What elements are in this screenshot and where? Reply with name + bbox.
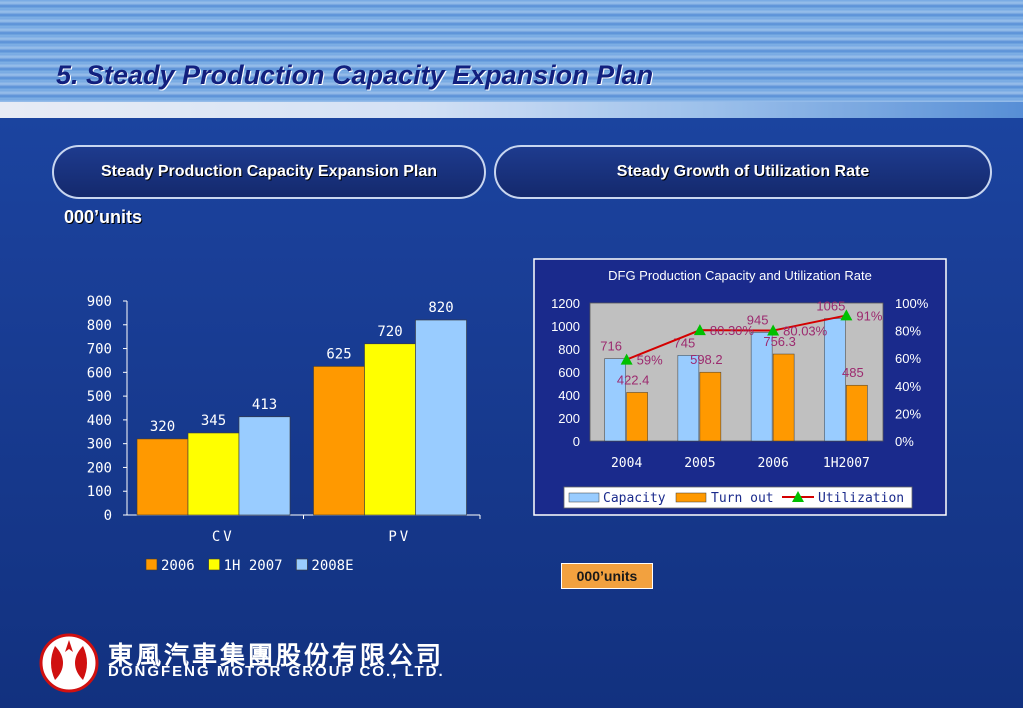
chart2-y-right-tick-label: 0% — [895, 434, 914, 449]
chart1-bar-1h-2007 — [364, 343, 416, 516]
chart2-utilization-label: 91% — [856, 308, 882, 323]
chart2-y-left-tick-label: 1200 — [551, 296, 580, 311]
chart2-bar-turnout — [772, 353, 795, 442]
chart2-legend-swatch-turnout — [675, 492, 707, 503]
chart2-y-right-tick-label: 100% — [895, 296, 929, 311]
chart1-data-label: 720 — [377, 324, 402, 340]
chart1-data-label: 820 — [428, 300, 453, 316]
left-section-header: Steady Production Capacity Expansion Pla… — [52, 145, 486, 199]
company-name-english: DONGFENG MOTOR GROUP CO., LTD. — [108, 663, 445, 680]
chart2-y-left-tick-label: 600 — [558, 365, 580, 380]
chart2-utilization-line — [626, 314, 847, 361]
chart2-y-right-tick-label: 40% — [895, 379, 921, 394]
chart2-utilization-label: 80.30% — [710, 323, 755, 338]
dongfeng-logo-icon — [38, 632, 100, 699]
chart2-utilization-label: 80.03% — [783, 324, 828, 339]
chart1-legend-swatch — [296, 558, 308, 571]
chart2-bar-turnout — [846, 384, 868, 442]
chart1-bar-1h-2007 — [187, 432, 240, 516]
chart1-y-tick-label: 200 — [87, 460, 112, 476]
chart1-category-label: CV — [212, 529, 235, 545]
chart2-title: DFG Production Capacity and Utilization … — [608, 268, 872, 283]
chart2-capacity-label: 745 — [674, 335, 696, 350]
chart2-legend-label: Utilization — [818, 491, 904, 506]
chart2-turnout-label: 756.3 — [763, 334, 796, 349]
chart2-bar-turnout — [699, 371, 722, 442]
chart2-bar-capacity — [604, 358, 626, 442]
utilization-chart: DFG Production Capacity and Utilization … — [533, 258, 947, 516]
chart2-bar-capacity — [677, 355, 700, 442]
page-title: 5. Steady Production Capacity Expansion … — [56, 60, 654, 90]
chart2-bar-turnout — [626, 392, 648, 442]
chart2-legend-label: Turn out — [711, 491, 774, 506]
chart2-y-left-tick-label: 0 — [573, 434, 580, 449]
chart2-category-label: 2006 — [757, 456, 788, 471]
chart2-y-left-tick-label: 1000 — [551, 319, 580, 334]
chart1-category-label: PV — [388, 529, 411, 545]
units-label: 000’units — [64, 207, 143, 227]
chart2-y-left-tick-label: 200 — [558, 411, 580, 426]
chart2-y-left-tick-label: 800 — [558, 342, 580, 357]
chart2-turnout-label: 598.2 — [690, 352, 723, 367]
chart2-utilization-marker — [840, 309, 853, 321]
chart2-y-right-tick-label: 80% — [895, 324, 921, 339]
chart1-bar-2006 — [313, 366, 365, 516]
header-band — [0, 0, 1023, 118]
chart2-turnout-label: 485 — [842, 365, 864, 380]
chart2-category-label: 2005 — [684, 456, 715, 471]
chart2-y-right-tick-label: 60% — [895, 351, 921, 366]
chart2-turnout-label: 422.4 — [617, 372, 650, 387]
chart1-legend-label: 2006 — [161, 558, 195, 574]
chart2-category-label: 2004 — [611, 456, 642, 471]
chart1-y-tick-label: 600 — [87, 365, 112, 381]
chart2-legend — [563, 486, 913, 509]
chart1-y-tick-label: 800 — [87, 318, 112, 334]
chart1-y-tick-label: 900 — [87, 294, 112, 310]
chart1-y-tick-label: 300 — [87, 437, 112, 453]
chart1-data-label: 625 — [326, 346, 351, 362]
chart1-legend-swatch — [145, 558, 158, 571]
chart2-bar-capacity — [750, 332, 773, 442]
capacity-expansion-chart: 0 100 200 300 400 500 600 700 800 900 320 345 413 CV 6… — [87, 294, 481, 574]
chart2-capacity-label: 716 — [600, 339, 622, 354]
chart2-legend-swatch-capacity — [568, 492, 600, 503]
chart1-y-tick-label: 400 — [87, 413, 112, 429]
chart2-y-right-tick-label: 20% — [895, 406, 921, 421]
chart1-data-label: 413 — [252, 397, 277, 413]
company-name-chinese: 東風汽車集團股份有限公司 — [108, 641, 445, 670]
chart1-bar-2006 — [136, 438, 189, 516]
chart1-legend-label: 1H 2007 — [224, 558, 283, 574]
chart1-data-label: 345 — [201, 413, 226, 429]
chart2-utilization-marker — [693, 324, 706, 336]
chart2-utilization-marker — [767, 324, 780, 336]
chart2-legend-marker — [792, 491, 804, 502]
chart2-utilization-marker — [620, 353, 633, 365]
chart1-bar-2008e — [415, 319, 467, 516]
chart1-bar-2008e — [238, 416, 291, 516]
chart1-y-tick-label: 700 — [87, 342, 112, 358]
chart1-data-label: 320 — [150, 419, 175, 435]
left-section-header-label: Steady Production Capacity Expansion Pla… — [100, 163, 438, 180]
chart2-category-label: 1H2007 — [823, 456, 870, 471]
units-box: 000’units — [561, 563, 653, 589]
chart1-y-tick-label: 500 — [87, 389, 112, 405]
chart1-y-tick-label: 0 — [104, 508, 112, 524]
chart2-utilization-label: 59% — [637, 353, 663, 368]
right-section-header-label: Steady Growth of Utilization Rate — [616, 163, 870, 180]
chart1-y-tick-label: 100 — [87, 484, 112, 500]
chart1-legend-swatch — [208, 558, 220, 571]
right-section-header: Steady Growth of Utilization Rate — [494, 145, 992, 199]
chart2-capacity-label: 1065 — [816, 299, 845, 314]
chart2-legend-label: Capacity — [603, 491, 666, 506]
chart2-y-left-tick-label: 400 — [558, 388, 580, 403]
chart2-capacity-label: 945 — [747, 312, 769, 327]
chart1-legend-label: 2008E — [311, 558, 353, 574]
